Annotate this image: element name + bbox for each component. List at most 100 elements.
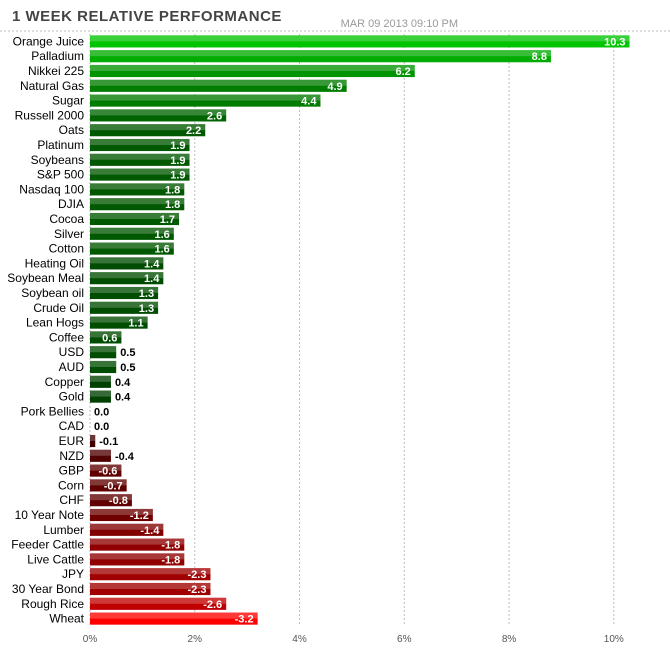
- value-label: 1.4: [144, 273, 160, 285]
- row-label: Coffee: [49, 330, 84, 344]
- chart-timestamp: MAR 09 2013 09:10 PM: [341, 18, 458, 30]
- value-label: -1.8: [161, 540, 180, 552]
- value-label: 4.4: [301, 96, 317, 108]
- value-label: -0.1: [99, 436, 118, 448]
- row-label: DJIA: [58, 197, 84, 211]
- value-label: -0.8: [109, 495, 128, 507]
- value-label: -1.8: [161, 554, 180, 566]
- chart-container: 1 WEEK RELATIVE PERFORMANCE MAR 09 2013 …: [0, 0, 670, 670]
- row-label: Gold: [59, 390, 84, 404]
- row-label: Cocoa: [49, 212, 84, 226]
- bar-highlight: [90, 80, 347, 86]
- value-label: 1.6: [155, 229, 170, 241]
- value-label: -2.6: [203, 599, 222, 611]
- bar-highlight: [90, 376, 111, 382]
- row-label: CHF: [59, 493, 84, 507]
- bar-highlight: [90, 435, 95, 441]
- row-label: Soybean oil: [21, 286, 84, 300]
- x-axis-label: 4%: [292, 634, 307, 645]
- bar-highlight: [90, 109, 226, 115]
- row-label: Nikkei 225: [28, 64, 84, 78]
- value-label: -1.2: [130, 510, 149, 522]
- bar-highlight: [90, 95, 320, 101]
- value-label: 0.5: [120, 347, 135, 359]
- bar-highlight: [90, 50, 551, 56]
- value-label: 8.8: [532, 51, 547, 63]
- value-label: 1.9: [170, 170, 185, 182]
- row-label: Rough Rice: [21, 597, 84, 611]
- value-label: 0.6: [102, 332, 117, 344]
- row-label: Sugar: [52, 94, 84, 108]
- row-label: Pork Bellies: [21, 404, 84, 418]
- row-label: Palladium: [31, 49, 84, 63]
- row-label: Lean Hogs: [26, 316, 84, 330]
- row-label: Natural Gas: [20, 79, 84, 93]
- value-label: 1.8: [165, 199, 180, 211]
- row-label: CAD: [59, 419, 85, 433]
- row-label: EUR: [59, 434, 85, 448]
- value-label: -0.7: [104, 480, 123, 492]
- row-label: Crude Oil: [33, 301, 84, 315]
- chart-title: 1 WEEK RELATIVE PERFORMANCE: [12, 8, 282, 25]
- row-label: Lumber: [43, 523, 84, 537]
- value-label: 1.6: [155, 244, 170, 256]
- value-label: 6.2: [395, 66, 410, 78]
- row-label: NZD: [59, 449, 84, 463]
- row-label: Copper: [45, 375, 84, 389]
- bar-highlight: [90, 35, 630, 41]
- bar-highlight: [90, 391, 111, 397]
- bar-highlight: [90, 361, 116, 367]
- row-label: AUD: [59, 360, 85, 374]
- x-axis-label: 8%: [502, 634, 517, 645]
- row-label: Cotton: [49, 242, 84, 256]
- value-label: -2.3: [188, 569, 207, 581]
- row-label: Feeder Cattle: [11, 538, 84, 552]
- value-label: 1.3: [139, 288, 154, 300]
- x-axis-label: 0%: [83, 634, 98, 645]
- row-label: Orange Juice: [13, 34, 85, 48]
- row-label: Russell 2000: [15, 108, 85, 122]
- value-label: -3.2: [235, 614, 254, 626]
- value-label: 1.4: [144, 258, 160, 270]
- row-label: JPY: [62, 567, 84, 581]
- value-label: 0.5: [120, 362, 135, 374]
- row-label: Oats: [59, 123, 84, 137]
- value-label: 4.9: [327, 81, 342, 93]
- bar-highlight: [90, 346, 116, 352]
- value-label: 1.7: [160, 214, 175, 226]
- value-label: 0.4: [115, 392, 131, 404]
- value-label: 0.0: [94, 406, 109, 418]
- row-label: GBP: [59, 464, 84, 478]
- value-label: 10.3: [604, 36, 625, 48]
- row-label: Soybean Meal: [7, 271, 84, 285]
- value-label: -0.6: [98, 466, 117, 478]
- row-label: USD: [59, 345, 85, 359]
- value-label: 0.0: [94, 421, 109, 433]
- bar-highlight: [90, 65, 415, 71]
- row-label: Live Cattle: [27, 552, 84, 566]
- value-label: 1.9: [170, 155, 185, 167]
- value-label: 1.9: [170, 140, 185, 152]
- value-label: 0.4: [115, 377, 131, 389]
- row-label: Soybeans: [31, 153, 84, 167]
- value-label: 1.3: [139, 303, 154, 315]
- bar-highlight: [90, 450, 111, 456]
- x-axis-label: 10%: [604, 634, 624, 645]
- x-axis-label: 6%: [397, 634, 412, 645]
- row-label: Silver: [54, 227, 84, 241]
- chart-plot: 0% 2% 4% 6% 8% 10% Orange Juice 10.3 Palladium 8.…: [0, 30, 670, 650]
- row-label: Wheat: [49, 612, 84, 626]
- value-label: -2.3: [188, 584, 207, 596]
- value-label: -1.4: [140, 525, 160, 537]
- x-axis-label: 2%: [188, 634, 203, 645]
- row-label: Platinum: [37, 138, 84, 152]
- value-label: 2.2: [186, 125, 201, 137]
- value-label: 2.6: [207, 110, 222, 122]
- value-label: 1.1: [128, 318, 143, 330]
- value-label: -0.4: [115, 451, 135, 463]
- row-label: 30 Year Bond: [12, 582, 84, 596]
- row-label: 10 Year Note: [15, 508, 85, 522]
- row-label: S&P 500: [37, 168, 84, 182]
- chart-header: 1 WEEK RELATIVE PERFORMANCE MAR 09 2013 …: [12, 8, 658, 32]
- row-label: Corn: [58, 478, 84, 492]
